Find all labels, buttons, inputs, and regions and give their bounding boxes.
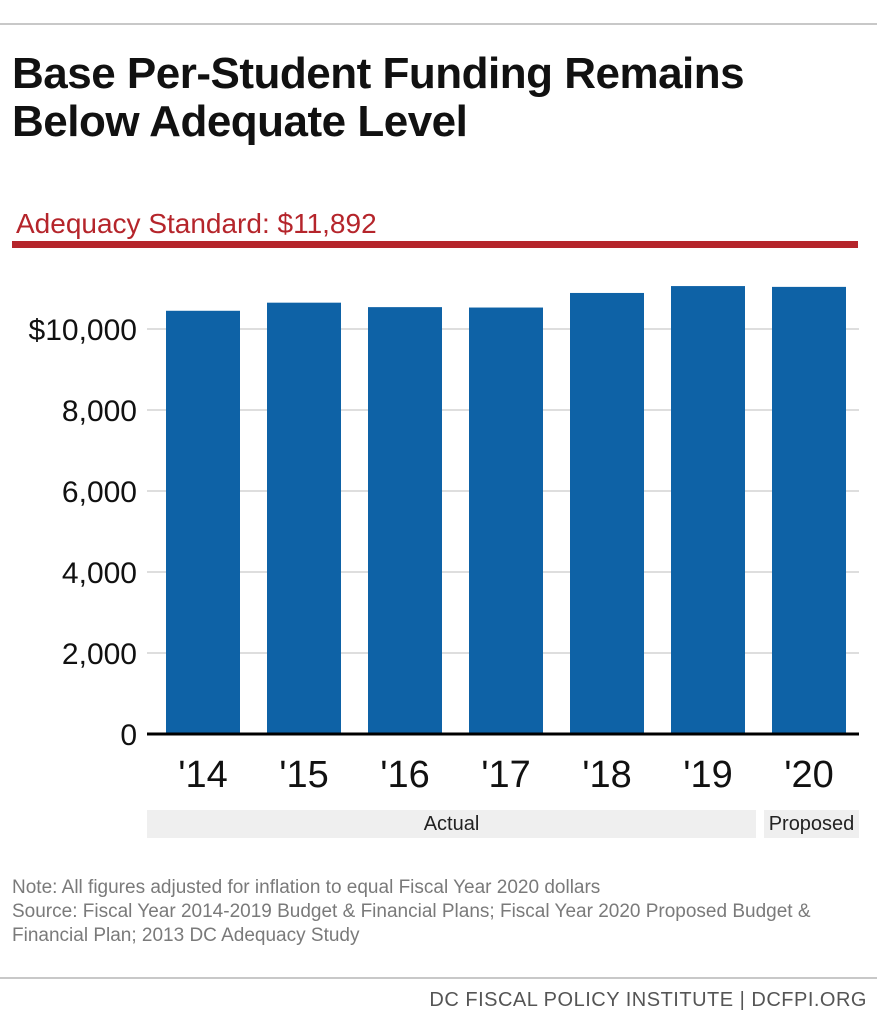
bar (267, 302, 341, 734)
x-tick-label: '18 (582, 754, 632, 796)
proposed-group-box (764, 810, 859, 838)
y-tick-label: 4,000 (62, 557, 137, 590)
x-tick-label: '16 (380, 754, 430, 796)
x-tick-label: '15 (279, 754, 329, 796)
proposed-group-label: Proposed (768, 813, 855, 835)
actual-group-label: Actual (423, 813, 480, 835)
y-tick-label: 6,000 (62, 476, 137, 509)
x-tick-label: '19 (683, 754, 733, 796)
bar (671, 286, 745, 734)
footer-credit: DC FISCAL POLICY INSTITUTE | DCFPI.ORG (429, 989, 867, 1011)
adequacy-standard-label: Adequacy Standard: $11,892 (16, 208, 377, 239)
bar (166, 310, 240, 734)
note-line: Note: All figures adjusted for inflation… (12, 877, 601, 898)
x-tick-label: '17 (481, 754, 531, 796)
bar (368, 307, 442, 734)
y-tick-label: 0 (120, 719, 137, 752)
bars (166, 286, 846, 734)
chart-note: Note: All figures adjusted for inflation… (12, 876, 862, 948)
y-tick-label: 2,000 (62, 638, 137, 671)
y-tick-label: $10,000 (29, 314, 137, 347)
chart-title: Base Per-Student Funding Remains Below A… (12, 49, 745, 146)
top-rule (0, 23, 877, 25)
x-tick-label: '14 (178, 754, 228, 796)
y-tick-label: 8,000 (62, 395, 137, 428)
bottom-rule (0, 977, 877, 979)
source-line: Source: Fiscal Year 2014-2019 Budget & F… (12, 901, 811, 946)
bar (469, 307, 543, 734)
x-tick-label: '20 (784, 754, 834, 796)
actual-group-box (147, 810, 756, 838)
bar (772, 286, 846, 734)
bar (570, 292, 644, 734)
axes: 0 2,000 4,000 6,000 8,000 $10,000 '14 '15 '16 '17… (29, 314, 859, 796)
adequacy-standard-line (12, 241, 858, 248)
